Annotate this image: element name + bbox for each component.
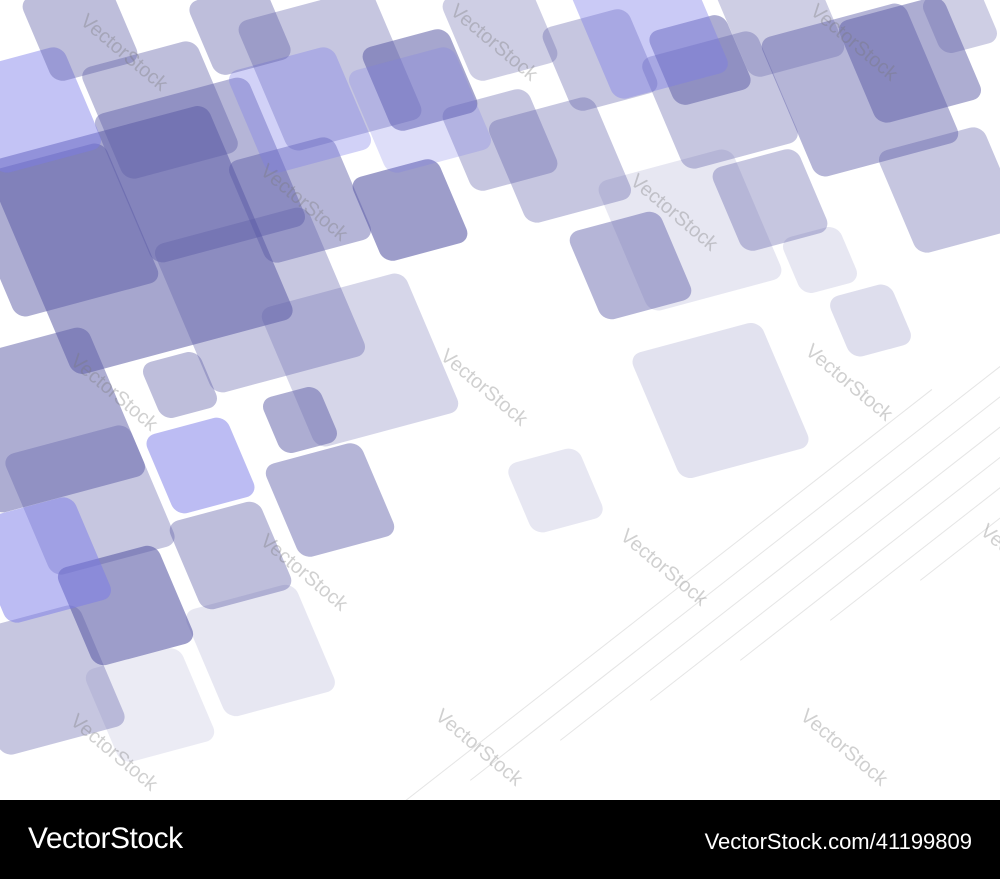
square-shape [825,281,915,359]
watermark: VectorStock [800,340,897,426]
abstract-squares-artwork: VectorStock VectorStock VectorStock VectorS… [0,0,1000,800]
image-reference: VectorStock.com/41199809 [704,829,972,854]
footer-bar: VectorStock VectorStock.com/41199809 [0,800,1000,879]
vectorstock-logo: VectorStock [28,822,183,855]
square-shape [348,156,472,264]
square-shape [503,445,607,535]
watermark: VectorStock [975,520,1000,606]
watermark: VectorStock [795,705,892,791]
square-shape [628,319,812,481]
diagonal-line [650,269,1000,701]
diagonal-line [830,189,1000,621]
